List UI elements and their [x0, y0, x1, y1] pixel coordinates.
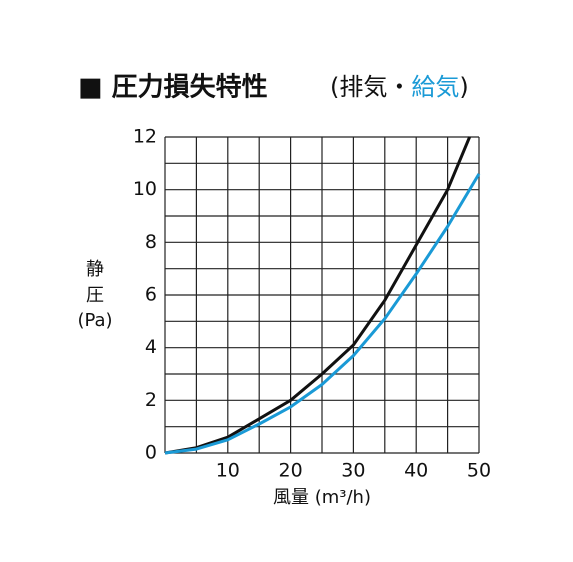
line-series: [164, 173, 481, 455]
y-tick-label: 2: [145, 389, 157, 411]
x-tick-label: 20: [279, 460, 303, 482]
legend-open: (: [330, 73, 339, 101]
legend: (排気・給気): [330, 73, 469, 101]
y-tick-label: 12: [133, 126, 157, 148]
y-tick-label: 6: [145, 284, 157, 306]
legend-entry: 給気: [411, 73, 459, 101]
x-tick-label: 30: [341, 460, 365, 482]
x-tick-label: 50: [467, 460, 491, 482]
y-tick-label: 8: [145, 231, 157, 253]
y-tick-label: 10: [133, 178, 157, 200]
legend-close: ): [459, 73, 468, 101]
x-tick-label: 10: [216, 460, 240, 482]
chart-title: ■ 圧力損失特性: [78, 72, 268, 103]
x-tick-label: 40: [404, 460, 428, 482]
legend-sep: ・: [387, 73, 411, 101]
y-axis-label: 圧: [86, 285, 104, 306]
y-axis-label: (Pa): [77, 310, 112, 331]
legend-entry: 排気: [339, 73, 387, 101]
x-axis-label: 風量 (m³/h): [273, 487, 371, 508]
line-series: [164, 136, 471, 455]
y-tick-label: 4: [145, 336, 157, 358]
y-tick-label: 0: [145, 442, 157, 464]
y-axis-label: 静: [86, 259, 104, 280]
